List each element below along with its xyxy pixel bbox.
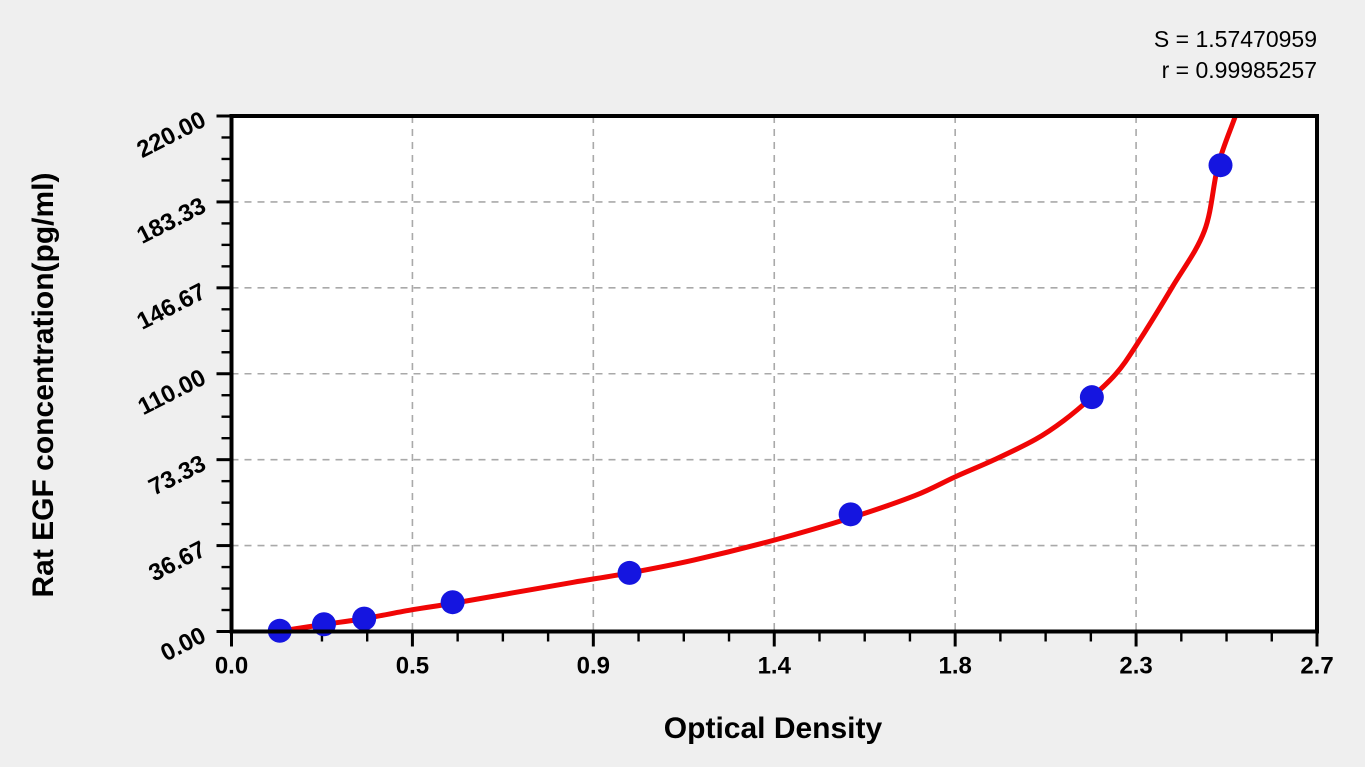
plot-frame [229, 114, 1319, 634]
x-tick-label: 0.0 [215, 653, 248, 680]
x-axis-title: Optical Density [663, 712, 883, 745]
data-point [440, 590, 465, 615]
y-tick-label: 36.67 [144, 536, 210, 587]
annotation-correlation: r = 0.99985257 [1161, 57, 1317, 83]
y-tick-label: 73.33 [144, 450, 210, 501]
y-tick-label: 110.00 [134, 364, 210, 421]
data-point [1208, 153, 1233, 178]
data-point [838, 502, 863, 527]
y-tick-label: 183.33 [133, 192, 211, 249]
y-tick-label: 146.67 [133, 278, 211, 335]
x-tick-label: 2.3 [1119, 653, 1152, 680]
annotation-slope: S = 1.57470959 [1153, 26, 1317, 52]
data-point [1079, 385, 1104, 410]
x-tick-label: 0.5 [396, 653, 429, 680]
y-tick-label: 0.00 [156, 622, 210, 667]
data-point [617, 560, 642, 585]
x-tick-label: 0.9 [577, 653, 610, 680]
x-tick-label: 2.7 [1300, 653, 1333, 680]
y-axis-title: Rat EGF concentration(pg/ml) [27, 172, 60, 598]
data-point [352, 606, 377, 631]
x-tick-label: 1.8 [938, 653, 971, 680]
y-tick-label: 220.00 [133, 106, 211, 163]
x-tick-label: 1.4 [758, 653, 792, 680]
fit-annotations: S = 1.57470959 r = 0.99985257 [1154, 24, 1317, 86]
